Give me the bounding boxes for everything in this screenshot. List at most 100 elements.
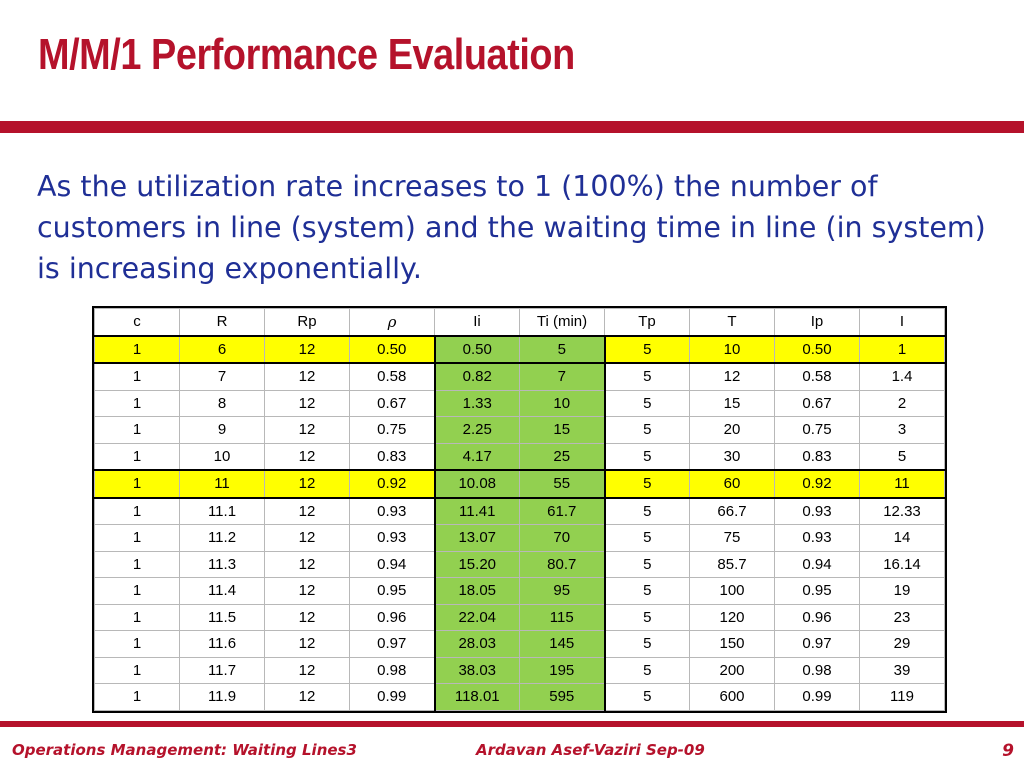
table-cell: 1 — [94, 683, 180, 711]
table-cell: 5 — [604, 550, 690, 578]
table-cell: 11.4 — [179, 577, 265, 605]
column-header: I — [859, 308, 945, 336]
table-cell: 0.99 — [349, 683, 435, 711]
table-cell: 30 — [689, 442, 775, 471]
table-cell: 0.67 — [774, 389, 860, 417]
table-cell: 11.6 — [179, 630, 265, 658]
slide-body-text: As the utilization rate increases to 1 (… — [37, 170, 986, 285]
table-cell: 0.75 — [349, 416, 435, 444]
footer-divider-bar — [0, 721, 1024, 727]
table-cell: 8 — [179, 389, 265, 417]
table-cell: 1 — [94, 497, 180, 525]
table-cell: 0.98 — [774, 656, 860, 684]
table-cell: 12 — [264, 442, 350, 471]
table-cell: 145 — [519, 630, 606, 658]
table-cell: 11.3 — [179, 550, 265, 578]
table-cell: 1 — [94, 362, 180, 391]
table-cell: 55 — [519, 469, 606, 499]
table-row: 1 11.7 12 0.98 38.03 195 5 200 0.98 39 — [94, 656, 945, 684]
table-cell: 5 — [604, 524, 690, 552]
table-cell: 0.92 — [774, 469, 860, 499]
table-cell: 0.83 — [774, 442, 860, 471]
table-cell: 0.82 — [433, 362, 520, 391]
table-cell: 7 — [519, 362, 606, 391]
table-cell: 0.75 — [774, 416, 860, 444]
table-cell: 12 — [264, 416, 350, 444]
table-cell: 9 — [179, 416, 265, 444]
table-cell: 0.94 — [774, 550, 860, 578]
table-cell: 0.50 — [774, 334, 860, 364]
table-cell: 0.95 — [349, 577, 435, 605]
table-cell: 0.97 — [774, 630, 860, 658]
table-cell: 25 — [519, 442, 606, 471]
title-divider-bar — [0, 121, 1024, 133]
table-cell: 0.93 — [349, 497, 435, 525]
table-cell: 119 — [859, 683, 945, 711]
table-row: 1 11.9 12 0.99 118.01 595 5 600 0.99 119 — [94, 683, 945, 711]
table-cell: 13.07 — [433, 524, 520, 552]
table-cell: 29 — [859, 630, 945, 658]
table-cell: 11.41 — [433, 497, 520, 525]
table-cell: 0.97 — [349, 630, 435, 658]
column-header: Ii — [434, 308, 520, 336]
table-cell: 5 — [604, 389, 690, 417]
table-cell: 1 — [94, 603, 180, 631]
table-cell: 0.95 — [774, 577, 860, 605]
column-header: R — [179, 308, 265, 336]
table-row: 1 11.5 12 0.96 22.04 115 5 120 0.96 23 — [94, 603, 945, 631]
table-cell: 11.2 — [179, 524, 265, 552]
table-cell: 12 — [264, 683, 350, 711]
table-cell: 600 — [689, 683, 775, 711]
column-header: T — [689, 308, 775, 336]
table-cell: 15.20 — [433, 550, 520, 578]
table-cell: 28.03 — [433, 630, 520, 658]
table-cell: 12 — [264, 469, 350, 499]
table-cell: 20 — [689, 416, 775, 444]
table-cell: 11.7 — [179, 656, 265, 684]
table-cell: 2 — [859, 389, 945, 417]
table-cell: 5 — [604, 416, 690, 444]
table-cell: 595 — [519, 683, 606, 711]
table-cell: 1 — [94, 577, 180, 605]
table-cell: 1 — [94, 469, 180, 499]
table-cell: 38.03 — [433, 656, 520, 684]
table-cell: 19 — [859, 577, 945, 605]
table-cell: 7 — [179, 362, 265, 391]
table-cell: 14 — [859, 524, 945, 552]
table-cell: 70 — [519, 524, 606, 552]
table-cell: 0.98 — [349, 656, 435, 684]
page-number: 9 — [1002, 741, 1014, 761]
table-cell: 3 — [859, 416, 945, 444]
table-cell: 18.05 — [433, 577, 520, 605]
column-header: Tp — [604, 308, 690, 336]
table-cell: 15 — [689, 389, 775, 417]
table-cell: 0.94 — [349, 550, 435, 578]
table-cell: 12 — [264, 656, 350, 684]
table-cell: 4.17 — [433, 442, 520, 471]
table-cell: 5 — [604, 362, 690, 391]
table-cell: 12 — [689, 362, 775, 391]
table-row: 1 8 12 0.67 1.33 10 5 15 0.67 2 — [94, 389, 945, 417]
table-row: 1 11.2 12 0.93 13.07 70 5 75 0.93 14 — [94, 524, 945, 552]
table-row: 1 11.6 12 0.97 28.03 145 5 150 0.97 29 — [94, 630, 945, 658]
table-cell: 5 — [604, 630, 690, 658]
table-cell: 10.08 — [433, 469, 520, 499]
table-cell: 1.4 — [859, 362, 945, 391]
table-cell: 12 — [264, 630, 350, 658]
table-cell: 5 — [859, 442, 945, 471]
table-cell: 12 — [264, 524, 350, 552]
table-cell: 150 — [689, 630, 775, 658]
table-cell: 12 — [264, 497, 350, 525]
table-cell: 200 — [689, 656, 775, 684]
table-cell: 11.1 — [179, 497, 265, 525]
table-row: 1 7 12 0.58 0.82 7 5 12 0.58 1.4 — [94, 362, 945, 391]
column-header: Ti (min) — [519, 308, 605, 336]
column-header: Ip — [774, 308, 860, 336]
table-cell: 195 — [519, 656, 606, 684]
table-cell: 5 — [604, 603, 690, 631]
performance-table: c R Rp ρ Ii Ti (min) Tp T Ip I 1 6 12 0.50 0.50 5 5 10 0.… — [92, 306, 947, 713]
table-cell: 1 — [94, 630, 180, 658]
table-cell: 120 — [689, 603, 775, 631]
table-cell: 75 — [689, 524, 775, 552]
table-cell: 1 — [94, 389, 180, 417]
